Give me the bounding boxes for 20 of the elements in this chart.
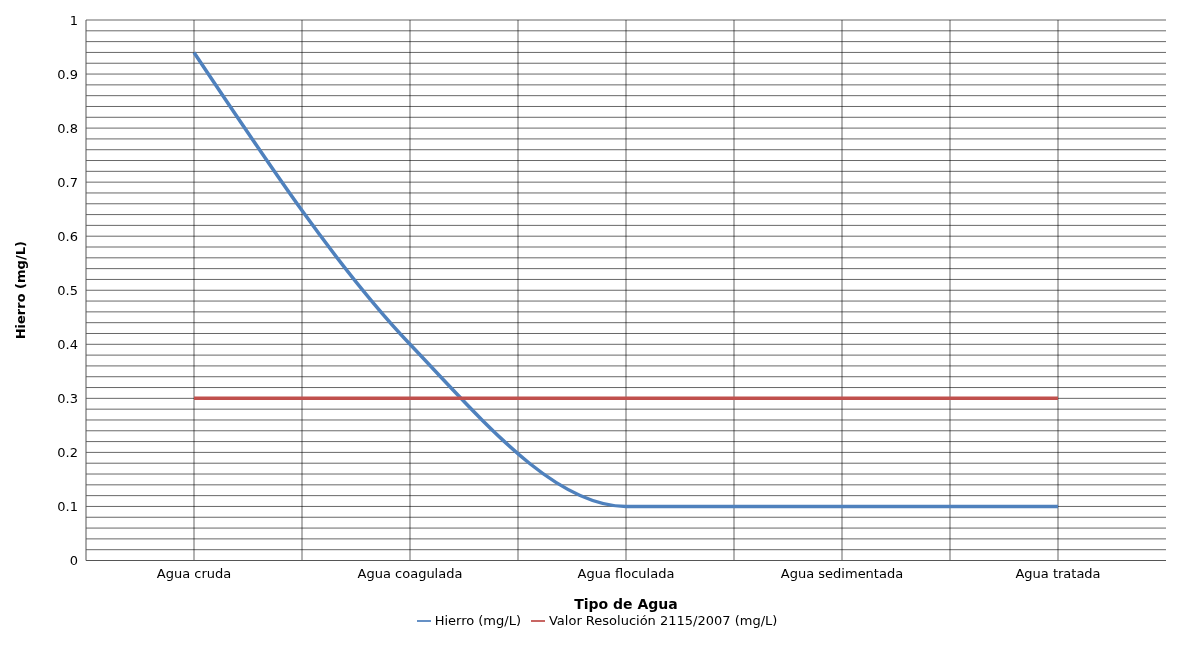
y-tick-label: 0.2 (57, 445, 78, 461)
y-tick-label: 0.3 (57, 390, 78, 406)
legend-label: Hierro (mg/L) (434, 612, 521, 628)
y-axis-title: Hierro (mg/L) (12, 241, 28, 340)
y-tick-label: 0.7 (57, 174, 78, 190)
x-tick-label: Agua cruda (156, 565, 232, 581)
x-tick-label: Agua sedimentada (780, 565, 904, 581)
legend-label: Valor Resolución 2115/2007 (mg/L) (548, 612, 778, 628)
y-tick-label: 0.1 (57, 499, 78, 515)
y-tick-label: 0.8 (57, 120, 78, 136)
y-tick-label: 0.4 (57, 336, 78, 352)
y-tick-label: 0.5 (57, 282, 78, 298)
x-axis-title: Tipo de Agua (574, 595, 678, 612)
x-tick-label: Agua tratada (1015, 565, 1101, 581)
y-tick-label: 1 (69, 12, 78, 28)
y-tick-label: 0 (69, 553, 78, 569)
x-tick-label: Agua floculada (577, 565, 675, 581)
y-tick-label: 0.9 (57, 66, 78, 82)
y-tick-label: 0.6 (57, 228, 78, 244)
x-tick-label: Agua coagulada (357, 565, 463, 581)
